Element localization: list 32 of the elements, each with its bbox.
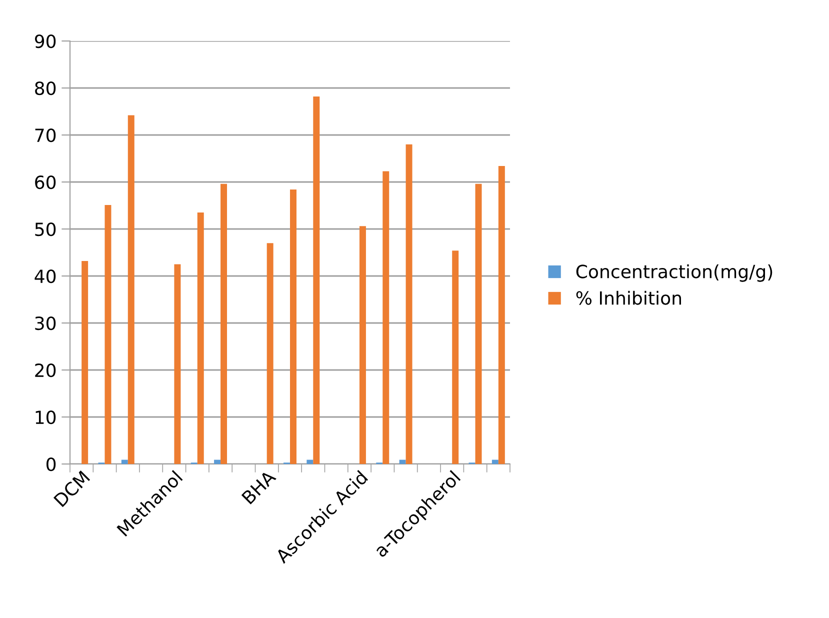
- y-tick-label: 70: [35, 128, 56, 142]
- bar: [82, 260, 88, 464]
- bar: [382, 171, 390, 464]
- y-tick-label: 20: [35, 363, 56, 378]
- y-tick-label: 90: [34, 34, 56, 48]
- bar: [399, 460, 406, 464]
- bar: [290, 190, 296, 464]
- y-tick-label: 40: [34, 269, 56, 284]
- y-tick-label: 10: [36, 410, 56, 424]
- bar: [359, 226, 366, 464]
- y-tick-label: 0: [46, 457, 56, 472]
- y-tick-label: 60: [35, 175, 56, 190]
- legend-label: Concentraction(mg/g): [576, 264, 772, 282]
- bar: [452, 250, 459, 464]
- bar: [174, 264, 181, 464]
- bar: [266, 243, 274, 464]
- bar: [220, 184, 228, 464]
- bar: [104, 205, 112, 464]
- bar: [306, 460, 314, 464]
- bar: [475, 184, 482, 464]
- legend-label: % Inhibition: [576, 290, 681, 305]
- y-tick-label: 80: [35, 81, 56, 96]
- bar: [214, 460, 221, 464]
- y-tick-label: 50: [35, 222, 56, 236]
- bar: [313, 96, 320, 464]
- bar: [406, 144, 412, 464]
- bar: [498, 166, 505, 464]
- bar: [197, 212, 204, 464]
- bar: [492, 460, 498, 464]
- y-tick-label: 30: [35, 316, 56, 330]
- bar: [128, 115, 134, 464]
- bar: [121, 460, 128, 464]
